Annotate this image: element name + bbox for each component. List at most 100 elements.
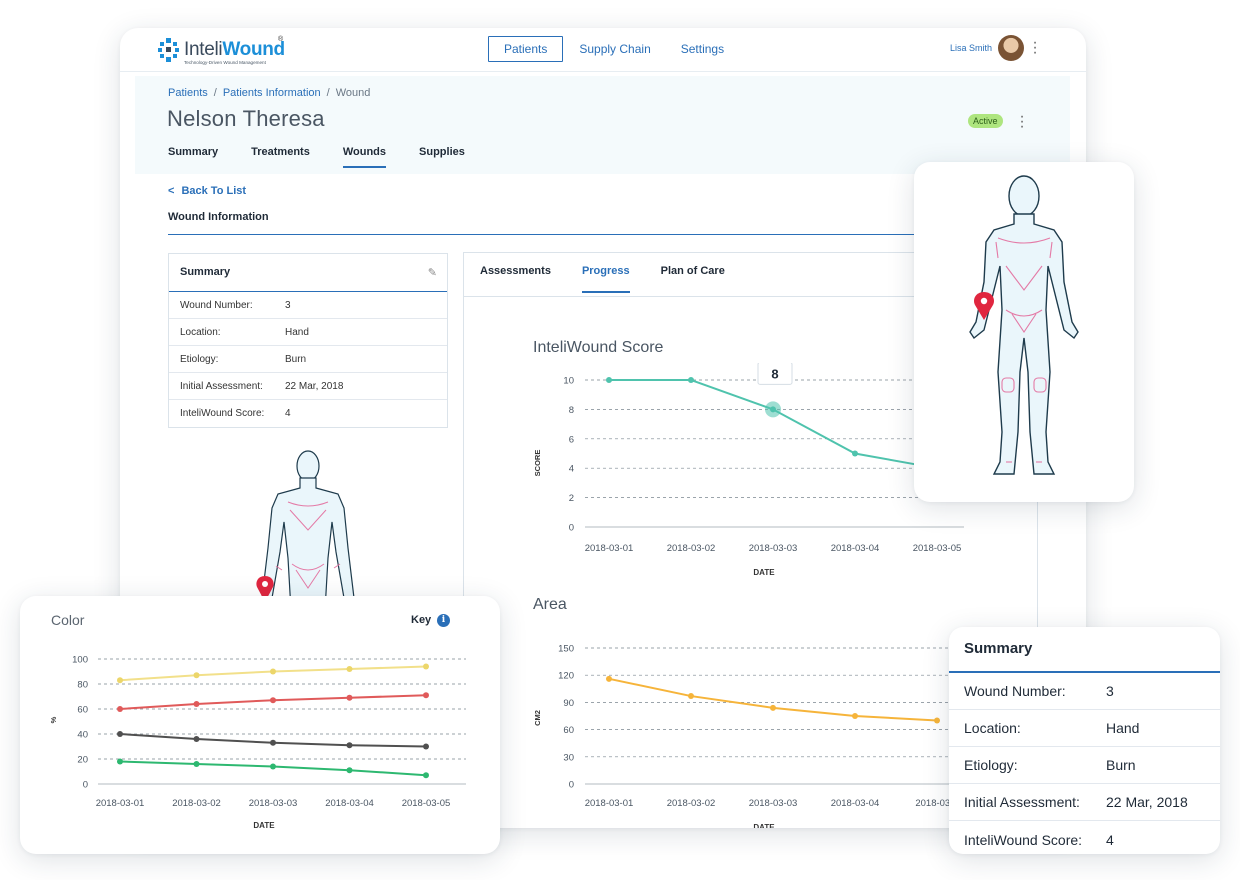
data-point	[193, 701, 200, 707]
row-key: Location:	[964, 720, 1021, 736]
score-chart: 0 2 4 6 8 10 2018-03-01 2018-03-02 2018-03-03 201…	[533, 363, 964, 577]
row-value: 3	[1106, 683, 1114, 699]
score-chart-title: InteliWound Score	[533, 339, 664, 356]
row-key: Etiology:	[180, 353, 219, 365]
logo-wordmark: InteliWound	[184, 39, 285, 60]
breadcrumb-patients-info[interactable]: Patients Information	[222, 87, 321, 99]
table-row: Etiology: Burn	[949, 747, 1220, 784]
x-tick-label: 2018-03-03	[749, 798, 798, 809]
data-point	[270, 763, 276, 770]
data-point	[606, 675, 612, 682]
series-line	[608, 677, 938, 722]
data-point	[346, 666, 353, 672]
tab-plan-of-care[interactable]: Plan of Care	[660, 265, 725, 277]
pencil-icon[interactable]: ✎	[427, 267, 437, 279]
y-tick-label: 120	[558, 671, 574, 682]
tab-assessments[interactable]: Assessments	[480, 265, 551, 277]
color-chart-card: Color Key i 0 20 40 60 80 100 2018-03-01 2018-0…	[20, 596, 500, 854]
data-point	[117, 677, 123, 684]
patient-kebab-menu-icon[interactable]: · · ·	[1019, 108, 1025, 135]
kebab-menu-icon[interactable]: · · ·	[1032, 34, 1038, 61]
patient-tabs: Summary Treatments Wounds Supplies	[168, 146, 498, 168]
location-pin-icon[interactable]	[256, 576, 274, 602]
x-axis-label: DATE	[253, 821, 275, 830]
area-chart: 0 30 60 90 120 150 2018-03-01 2018-03-02 2018-03…	[533, 644, 964, 828]
table-row: Initial Assessment: 22 Mar, 2018	[949, 784, 1220, 821]
table-row: Etiology: Burn	[169, 346, 447, 373]
tab-supplies[interactable]: Supplies	[419, 146, 465, 158]
x-tick-label: 2018-03-01	[585, 798, 634, 809]
tab-wounds[interactable]: Wounds	[342, 146, 387, 168]
tabs-divider	[464, 296, 1039, 297]
x-tick-label: 2018-03-02	[172, 798, 221, 809]
nav-supply-chain[interactable]: Supply Chain	[579, 42, 651, 56]
row-value: 4	[1106, 831, 1114, 848]
section-divider	[168, 234, 928, 235]
row-key: Etiology:	[964, 757, 1018, 773]
data-point	[423, 772, 429, 779]
x-tick-label: 2018-03-03	[249, 798, 298, 809]
logo-mark-icon	[158, 38, 179, 62]
body-map-card	[914, 162, 1134, 502]
color-chart: 0 20 40 60 80 100 2018-03-01 2018-03-02 2018-03-…	[49, 655, 466, 830]
table-row: InteliWound Score: 4	[949, 821, 1220, 854]
tab-summary[interactable]: Summary	[168, 146, 219, 158]
y-tick-label: 60	[563, 725, 574, 736]
y-axis-label: SCORE	[533, 450, 542, 477]
data-point	[193, 736, 200, 742]
location-pin-icon[interactable]	[974, 292, 994, 320]
breadcrumb-patients[interactable]: Patients	[168, 87, 208, 99]
data-point	[934, 717, 940, 724]
y-tick-label: 8	[569, 405, 574, 416]
back-to-list-link[interactable]: < Back To List	[168, 185, 246, 197]
body-diagram[interactable]	[248, 448, 378, 628]
detail-tabs: Assessments Progress Plan of Care	[480, 265, 756, 293]
data-point	[423, 663, 429, 670]
x-tick-label: 2018-03-04	[831, 798, 880, 809]
row-key: Wound Number:	[180, 299, 253, 311]
y-tick-label: 80	[77, 680, 88, 691]
data-point	[688, 377, 694, 383]
data-point	[423, 692, 429, 699]
summary-card: Summary Wound Number: 3 Location: Hand Eti…	[949, 627, 1220, 854]
nav-settings[interactable]: Settings	[680, 42, 725, 56]
y-tick-label: 20	[77, 755, 88, 766]
key-label: Key	[411, 614, 432, 626]
row-key: Initial Assessment:	[964, 794, 1080, 810]
tab-treatments[interactable]: Treatments	[251, 146, 310, 158]
table-row: Location: Hand	[169, 319, 447, 346]
page-title: Nelson Theresa	[167, 106, 325, 131]
data-point	[852, 713, 858, 719]
app-logo[interactable]: InteliWound ® Technology-Driven Wound Ma…	[158, 36, 288, 66]
nav-patients[interactable]: Patients	[488, 36, 564, 62]
y-tick-label: 0	[569, 523, 574, 534]
breadcrumb-separator: /	[213, 87, 217, 99]
top-bar: InteliWound ® Technology-Driven Wound Ma…	[120, 28, 1086, 72]
series-line	[609, 379, 938, 470]
main-nav: Patients Supply Chain Settings	[488, 36, 740, 62]
table-row: InteliWound Score: 4	[169, 400, 447, 427]
data-point	[346, 694, 353, 701]
x-axis-label: DATE	[753, 568, 775, 577]
y-tick-label: 0	[83, 780, 88, 791]
data-point	[770, 704, 776, 711]
x-tick-label: 2018-03-02	[667, 798, 716, 809]
tab-progress[interactable]: Progress	[581, 265, 630, 293]
y-tick-label: 30	[563, 752, 574, 763]
row-key: InteliWound Score:	[180, 408, 265, 419]
y-axis-label: CM2	[533, 710, 542, 726]
body-diagram-large[interactable]	[914, 162, 1134, 502]
row-value: 22 Mar, 2018	[285, 380, 344, 392]
data-point	[270, 668, 276, 675]
user-name[interactable]: Lisa Smith	[950, 43, 993, 53]
table-row: Wound Number: 3	[169, 292, 447, 319]
summary-title: Summary	[180, 266, 231, 278]
y-axis-label: %	[49, 716, 58, 723]
y-tick-label: 100	[72, 655, 88, 666]
info-icon[interactable]: i	[437, 614, 450, 627]
status-badge: Active	[968, 114, 1003, 128]
avatar[interactable]	[998, 35, 1024, 61]
row-value: Hand	[285, 326, 309, 338]
back-label: Back To List	[181, 185, 247, 197]
x-tick-label: 2018-03-04	[325, 798, 374, 809]
